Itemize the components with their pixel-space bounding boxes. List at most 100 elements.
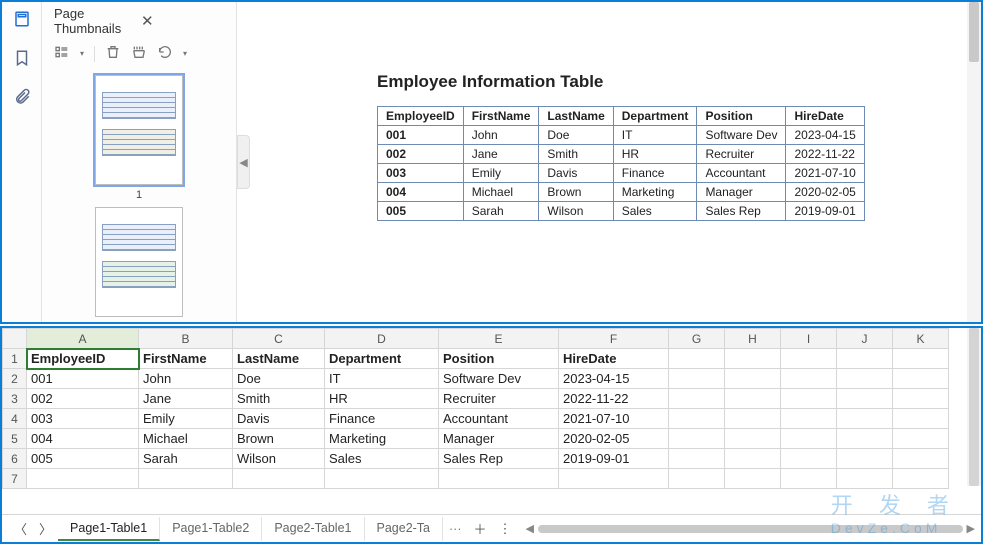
column-header[interactable]: I xyxy=(781,329,837,349)
list-icon[interactable] xyxy=(54,44,70,63)
cell[interactable] xyxy=(725,449,781,469)
cell[interactable] xyxy=(725,409,781,429)
cell[interactable] xyxy=(139,469,233,489)
cell[interactable]: 003 xyxy=(27,409,139,429)
cell[interactable] xyxy=(837,369,893,389)
cell[interactable] xyxy=(893,349,949,369)
thumbnails-icon[interactable] xyxy=(13,10,31,31)
row-header[interactable]: 6 xyxy=(3,449,27,469)
cell[interactable] xyxy=(669,389,725,409)
splitter-handle[interactable]: ◀ xyxy=(237,135,250,189)
cell[interactable]: 004 xyxy=(27,429,139,449)
cell[interactable] xyxy=(893,429,949,449)
cell[interactable]: Davis xyxy=(233,409,325,429)
column-header[interactable]: A xyxy=(27,329,139,349)
row-header[interactable]: 2 xyxy=(3,369,27,389)
cell[interactable]: HireDate xyxy=(559,349,669,369)
thumbnail-page[interactable]: 2 xyxy=(95,207,183,322)
cell[interactable] xyxy=(837,389,893,409)
attachment-icon[interactable] xyxy=(13,88,31,109)
row-header[interactable]: 1 xyxy=(3,349,27,369)
cell[interactable] xyxy=(233,469,325,489)
cell[interactable] xyxy=(669,469,725,489)
cell[interactable]: Sales Rep xyxy=(439,449,559,469)
cell[interactable]: 2021-07-10 xyxy=(559,409,669,429)
cell[interactable] xyxy=(725,389,781,409)
cell[interactable] xyxy=(781,429,837,449)
cell[interactable]: Accountant xyxy=(439,409,559,429)
cell[interactable]: IT xyxy=(325,369,439,389)
cell[interactable] xyxy=(893,369,949,389)
cell[interactable]: Smith xyxy=(233,389,325,409)
tab-next-icon[interactable]: 〉 xyxy=(33,519,58,538)
cell[interactable] xyxy=(837,449,893,469)
sheet-tab[interactable]: Page1-Table2 xyxy=(160,517,262,541)
tab-prev-icon[interactable]: 〈 xyxy=(8,519,33,538)
cell[interactable]: Sarah xyxy=(139,449,233,469)
cell[interactable]: HR xyxy=(325,389,439,409)
cell[interactable] xyxy=(781,389,837,409)
column-header[interactable]: K xyxy=(893,329,949,349)
cell[interactable] xyxy=(781,409,837,429)
column-header[interactable]: D xyxy=(325,329,439,349)
cell[interactable]: Emily xyxy=(139,409,233,429)
chevron-down-icon[interactable]: ▾ xyxy=(80,49,84,58)
column-header[interactable]: J xyxy=(837,329,893,349)
add-sheet-icon[interactable]: ＋ xyxy=(468,519,493,538)
cell[interactable] xyxy=(669,449,725,469)
cell[interactable] xyxy=(893,469,949,489)
cell[interactable] xyxy=(669,429,725,449)
cell[interactable] xyxy=(837,409,893,429)
column-header[interactable]: C xyxy=(233,329,325,349)
cell[interactable] xyxy=(893,409,949,429)
cell[interactable]: Recruiter xyxy=(439,389,559,409)
cell[interactable] xyxy=(781,369,837,389)
close-icon[interactable]: ✕ xyxy=(141,12,228,30)
cut-icon[interactable] xyxy=(131,44,147,63)
cell[interactable]: Doe xyxy=(233,369,325,389)
spreadsheet-grid[interactable]: ABCDEFGHIJK1EmployeeIDFirstNameLastNameD… xyxy=(2,328,949,489)
cell[interactable] xyxy=(893,389,949,409)
cell[interactable]: 002 xyxy=(27,389,139,409)
cell[interactable]: Manager xyxy=(439,429,559,449)
cell[interactable]: Michael xyxy=(139,429,233,449)
column-header[interactable]: H xyxy=(725,329,781,349)
row-header[interactable]: 3 xyxy=(3,389,27,409)
cell[interactable]: 001 xyxy=(27,369,139,389)
cell[interactable]: LastName xyxy=(233,349,325,369)
cell[interactable]: John xyxy=(139,369,233,389)
thumbnail-list[interactable]: 12 xyxy=(42,71,236,322)
cell[interactable] xyxy=(669,409,725,429)
cell[interactable] xyxy=(725,429,781,449)
sheet-menu-icon[interactable]: ⋮ xyxy=(493,521,518,537)
cell[interactable]: 005 xyxy=(27,449,139,469)
cell[interactable]: Brown xyxy=(233,429,325,449)
column-header[interactable]: B xyxy=(139,329,233,349)
vertical-scrollbar[interactable] xyxy=(967,2,981,322)
cell[interactable] xyxy=(893,449,949,469)
cell[interactable] xyxy=(781,449,837,469)
more-tabs-icon[interactable]: ··· xyxy=(443,522,468,536)
cell[interactable]: Software Dev xyxy=(439,369,559,389)
row-header[interactable]: 5 xyxy=(3,429,27,449)
cell[interactable] xyxy=(669,349,725,369)
rotate-icon[interactable] xyxy=(157,44,173,63)
cell[interactable]: Position xyxy=(439,349,559,369)
cell[interactable]: Finance xyxy=(325,409,439,429)
sheet-tab[interactable]: Page2-Ta xyxy=(365,517,444,541)
cell[interactable] xyxy=(325,469,439,489)
cell[interactable]: Marketing xyxy=(325,429,439,449)
row-header[interactable]: 7 xyxy=(3,469,27,489)
cell[interactable] xyxy=(725,469,781,489)
cell[interactable] xyxy=(725,369,781,389)
cell[interactable]: Department xyxy=(325,349,439,369)
row-header[interactable]: 4 xyxy=(3,409,27,429)
column-header[interactable]: E xyxy=(439,329,559,349)
select-all-corner[interactable] xyxy=(3,329,27,349)
cell[interactable]: 2022-11-22 xyxy=(559,389,669,409)
sheet-tab[interactable]: Page2-Table1 xyxy=(262,517,364,541)
cell[interactable] xyxy=(559,469,669,489)
cell[interactable] xyxy=(837,469,893,489)
chevron-down-icon[interactable]: ▾ xyxy=(183,49,187,58)
cell[interactable]: Jane xyxy=(139,389,233,409)
